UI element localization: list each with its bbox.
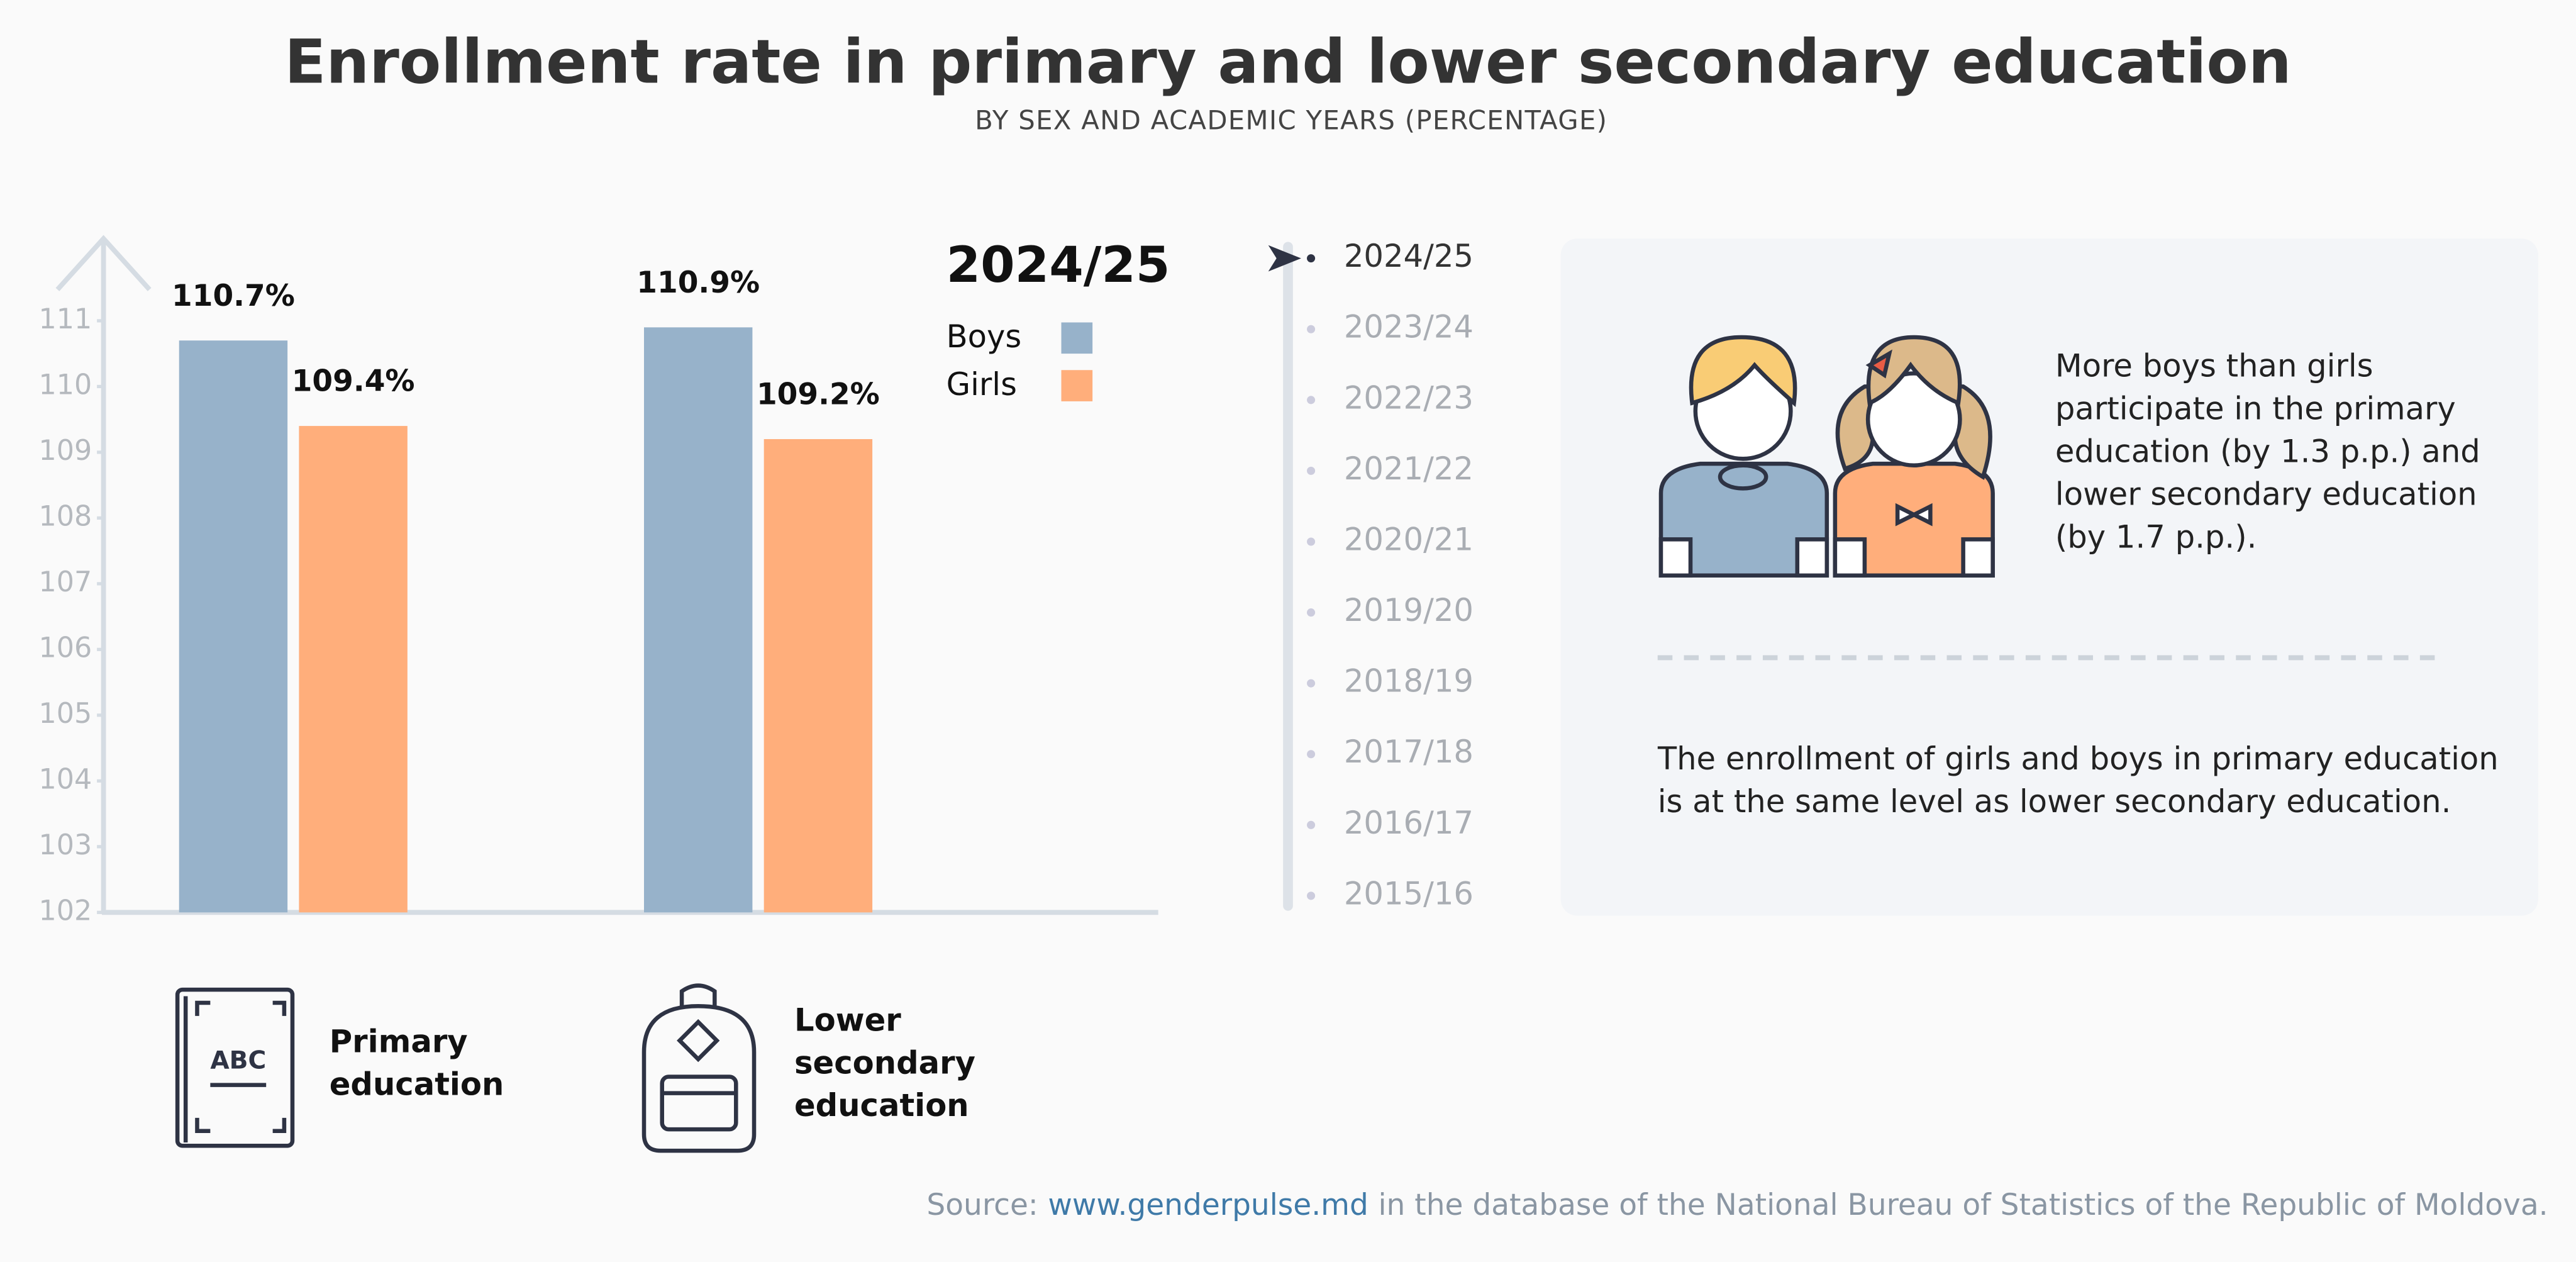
- y-tick-label: 108: [39, 500, 92, 532]
- backpack-icon: [641, 983, 757, 1153]
- timeline-year[interactable]: 2022/23: [1344, 379, 1474, 416]
- timeline-year[interactable]: 2020/21: [1344, 521, 1474, 557]
- y-tick-label: 111: [39, 303, 92, 335]
- y-tick-label: 104: [39, 763, 92, 795]
- note-text: More boys than girls participate in the …: [2055, 349, 2480, 556]
- timeline-dot: [1307, 608, 1316, 617]
- value-label: 109.2%: [757, 377, 880, 412]
- bar: [299, 426, 408, 913]
- y-tick-label: 105: [39, 698, 92, 730]
- timeline-dot: [1307, 396, 1316, 405]
- timeline-dot: [1307, 466, 1316, 475]
- bar: [179, 340, 288, 913]
- source-prefix: Source:: [926, 1187, 1038, 1222]
- legend-label: Boys: [947, 318, 1022, 355]
- timeline-dot: [1307, 325, 1316, 333]
- y-tick-label: 106: [39, 632, 92, 664]
- timeline-dot: [1307, 820, 1316, 829]
- bar: [644, 327, 753, 913]
- timeline-dot: [1307, 254, 1316, 263]
- note: More boys than girls participate in the …: [2055, 349, 2480, 556]
- category-label-text: Lower secondary education: [794, 1002, 975, 1125]
- y-tick-label: 107: [39, 566, 92, 598]
- category-label: Primary education: [329, 1024, 504, 1103]
- note-text: The enrollment of girls and boys in prim…: [1657, 741, 2499, 821]
- note: The enrollment of girls and boys in prim…: [1657, 741, 2499, 821]
- timeline-year[interactable]: 2019/20: [1344, 592, 1474, 628]
- timeline-year[interactable]: 2015/16: [1344, 875, 1474, 912]
- legend-swatch: [1061, 370, 1093, 401]
- timeline-dot: [1307, 679, 1316, 688]
- timeline-year[interactable]: 2023/24: [1344, 309, 1474, 345]
- kids-icon: [1658, 335, 1995, 578]
- timeline-year[interactable]: 2024/25: [1344, 238, 1474, 274]
- bar: [763, 438, 873, 913]
- timeline-year[interactable]: 2017/18: [1344, 734, 1474, 770]
- y-tick-label: 102: [39, 895, 92, 927]
- category-label-text: Primary education: [329, 1024, 504, 1103]
- source-link[interactable]: www.genderpulse.md: [1048, 1187, 1368, 1222]
- svg-text:ABC: ABC: [210, 1047, 266, 1075]
- value-label: 109.4%: [292, 364, 415, 399]
- y-tick-label: 103: [39, 829, 92, 861]
- y-tick-label: 109: [39, 435, 92, 467]
- category-label: Lower secondary education: [794, 1002, 975, 1125]
- timeline-year[interactable]: 2021/22: [1344, 450, 1474, 487]
- timeline-year[interactable]: 2016/17: [1344, 805, 1474, 841]
- value-label: 110.7%: [172, 279, 295, 313]
- timeline-pointer: [1268, 245, 1301, 272]
- y-tick-label: 110: [39, 369, 92, 401]
- source: Source: www.genderpulse.md in the database…: [926, 1187, 2548, 1222]
- chart-title: Enrollment rate in primary and lower sec…: [284, 26, 2291, 97]
- source-suffix: in the database of the National Bureau o…: [1378, 1187, 2548, 1222]
- info-panel: [1560, 238, 2538, 916]
- legend-swatch: [1061, 322, 1093, 354]
- timeline-dot: [1307, 750, 1316, 759]
- book-icon: ABC: [175, 987, 295, 1148]
- timeline-dot: [1307, 891, 1316, 900]
- value-label: 110.9%: [636, 265, 760, 300]
- timeline-dot: [1307, 537, 1316, 546]
- chart-subtitle: BY SEX AND ACADEMIC YEARS (PERCENTAGE): [975, 104, 1607, 135]
- timeline-year[interactable]: 2018/19: [1344, 663, 1474, 700]
- legend-title: 2024/25: [947, 237, 1170, 294]
- legend-label: Girls: [947, 366, 1017, 403]
